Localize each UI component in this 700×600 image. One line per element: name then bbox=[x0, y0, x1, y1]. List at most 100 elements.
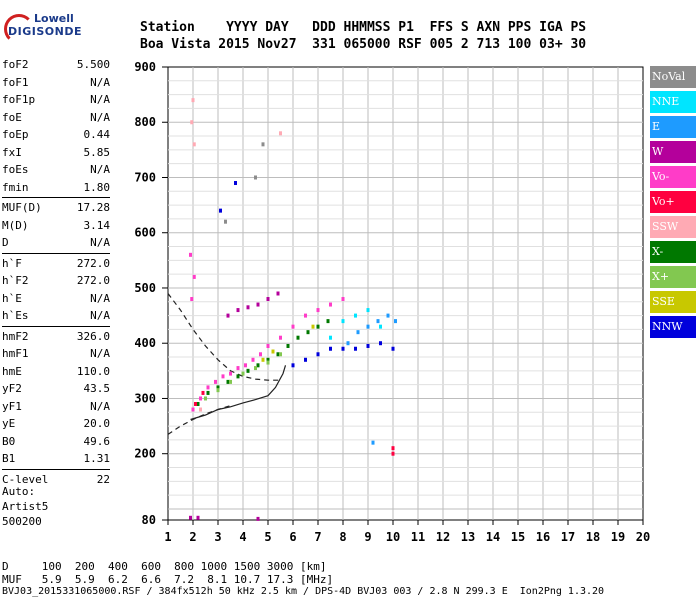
param-name: yF2 bbox=[2, 382, 22, 395]
param-value: 5.85 bbox=[83, 145, 111, 159]
param-separator bbox=[2, 468, 110, 470]
logo-arc bbox=[4, 14, 34, 44]
data-point bbox=[190, 120, 194, 125]
data-point bbox=[296, 335, 300, 340]
x-tick-label: 8 bbox=[339, 530, 346, 544]
param-value: N/A bbox=[90, 291, 110, 305]
param-value: 272.0 bbox=[76, 256, 110, 270]
data-point bbox=[366, 343, 370, 348]
logo-line1: Lowell bbox=[34, 12, 74, 25]
data-point bbox=[276, 352, 280, 357]
data-point bbox=[241, 371, 245, 376]
data-point bbox=[266, 297, 270, 302]
param-row: foF1p N/A bbox=[2, 91, 110, 109]
data-point bbox=[221, 374, 225, 379]
y-tick-label: 80 bbox=[142, 513, 156, 527]
param-value: N/A bbox=[90, 163, 110, 176]
param-name: hmF2 bbox=[2, 329, 29, 343]
x-tick-label: 7 bbox=[314, 530, 321, 544]
param-row: fxI 5.85 bbox=[2, 144, 110, 162]
data-point bbox=[191, 407, 195, 412]
x-tick-label: 4 bbox=[239, 530, 246, 544]
data-point bbox=[266, 343, 270, 348]
x-tick-label: 16 bbox=[536, 530, 550, 544]
muf-values-row: MUF 5.9 5.9 6.2 6.6 7.2 8.1 10.7 17.3 [M… bbox=[2, 573, 334, 586]
param-value: 326.0 bbox=[76, 329, 110, 343]
y-tick-label: 600 bbox=[134, 226, 156, 240]
data-point bbox=[341, 297, 345, 302]
legend-item-vo: Vo+ bbox=[650, 191, 696, 213]
data-point bbox=[261, 357, 265, 362]
data-point bbox=[354, 346, 357, 351]
param-name: foEs bbox=[2, 163, 29, 176]
param-row: foEs N/A bbox=[2, 161, 110, 179]
data-point bbox=[244, 363, 247, 368]
data-point bbox=[316, 308, 320, 313]
x-tick-label: 12 bbox=[436, 530, 450, 544]
data-point bbox=[192, 274, 196, 279]
data-point bbox=[256, 516, 260, 521]
legend-item-vo: Vo- bbox=[650, 166, 696, 188]
data-point bbox=[386, 313, 390, 318]
autoscaling-info: Auto: Artist5 500200 bbox=[2, 484, 48, 529]
x-tick-label: 2 bbox=[189, 530, 196, 544]
file-info-line: BVJ03_2015331065000.RSF / 384fx512h 50 k… bbox=[2, 586, 605, 597]
param-value: N/A bbox=[90, 236, 110, 249]
data-point bbox=[306, 330, 310, 335]
digisonde-logo: Lowell DIGISONDE bbox=[4, 8, 81, 44]
y-tick-label: 400 bbox=[134, 336, 156, 350]
x-tick-label: 14 bbox=[486, 530, 500, 544]
data-point bbox=[226, 379, 230, 384]
data-point bbox=[279, 352, 282, 357]
data-point bbox=[199, 407, 202, 412]
param-name: D bbox=[2, 236, 9, 249]
param-name: h`Es bbox=[2, 309, 29, 322]
data-point bbox=[234, 181, 237, 186]
x-tick-label: 17 bbox=[561, 530, 575, 544]
x-tick-label: 1 bbox=[164, 530, 171, 544]
x-tick-label: 20 bbox=[636, 530, 650, 544]
data-point bbox=[236, 366, 240, 371]
data-point bbox=[371, 440, 375, 445]
param-value: 22 bbox=[96, 472, 110, 486]
param-value: 3.14 bbox=[83, 218, 111, 232]
y-tick-label: 800 bbox=[134, 115, 156, 129]
muf-distance-row: D 100 200 400 600 800 1000 1500 3000 [km… bbox=[2, 560, 327, 573]
legend-item-w: W bbox=[650, 141, 696, 163]
auto-label: Auto: bbox=[2, 485, 36, 498]
param-value: 5.500 bbox=[76, 58, 110, 71]
param-row: M(D) 3.14 bbox=[2, 217, 110, 235]
data-point bbox=[316, 324, 320, 329]
param-value: N/A bbox=[90, 347, 110, 360]
data-point bbox=[189, 252, 192, 257]
y-tick-label: 900 bbox=[134, 60, 156, 74]
model-curve bbox=[190, 365, 287, 421]
data-point bbox=[316, 352, 320, 357]
param-row: hmF2 326.0 bbox=[2, 328, 110, 346]
auto-program: Artist5 bbox=[2, 500, 49, 513]
param-row: C-level 22 bbox=[2, 471, 110, 489]
data-point bbox=[219, 208, 222, 213]
legend-item-x: X- bbox=[650, 241, 696, 263]
data-point bbox=[246, 305, 250, 310]
param-separator bbox=[2, 252, 110, 254]
data-point bbox=[291, 324, 295, 329]
data-point bbox=[251, 357, 255, 362]
param-name: B1 bbox=[2, 452, 16, 465]
param-value: 1.31 bbox=[83, 452, 111, 465]
plot-frame bbox=[167, 66, 644, 521]
y-tick-label: 300 bbox=[134, 391, 156, 405]
param-row: fmin 1.80 bbox=[2, 179, 110, 197]
legend-item-e: E bbox=[650, 116, 696, 138]
param-value: 49.6 bbox=[83, 434, 111, 448]
param-row: hmF1 N/A bbox=[2, 345, 110, 363]
data-point bbox=[271, 349, 275, 354]
data-point bbox=[214, 379, 217, 384]
legend-item-noval: NoVal bbox=[650, 66, 696, 88]
param-name: yE bbox=[2, 417, 16, 430]
data-point bbox=[199, 396, 202, 401]
data-point bbox=[191, 98, 195, 103]
data-point bbox=[229, 371, 232, 376]
x-tick-label: 5 bbox=[264, 530, 271, 544]
